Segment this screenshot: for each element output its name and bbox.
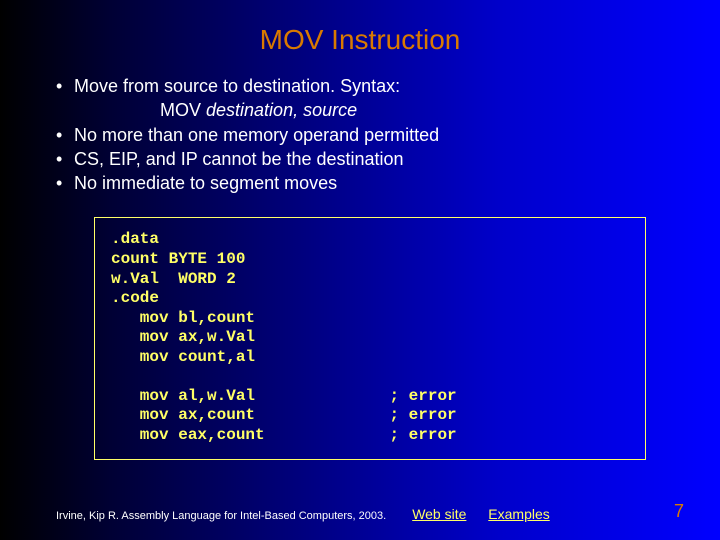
web-site-link[interactable]: Web site — [412, 506, 466, 522]
bullet-text: CS, EIP, and IP cannot be the destinatio… — [74, 149, 404, 169]
code-line: mov al,w.Val ; error — [111, 387, 457, 405]
bullet-item: Move from source to destination. Syntax: — [56, 74, 680, 98]
code-line: w.Val WORD 2 — [111, 270, 236, 288]
code-line: mov bl,count — [111, 309, 255, 327]
code-line: mov count,al — [111, 348, 255, 366]
page-number: 7 — [674, 501, 684, 522]
syntax-italic: destination, source — [206, 100, 357, 120]
code-line: mov ax,w.Val — [111, 328, 255, 346]
code-line: .data — [111, 230, 159, 248]
code-line: mov eax,count ; error — [111, 426, 457, 444]
bullet-item: CS, EIP, and IP cannot be the destinatio… — [56, 147, 680, 171]
citation-text: Irvine, Kip R. Assembly Language for Int… — [56, 510, 386, 522]
footer-links: Web site Examples — [412, 506, 568, 522]
bullet-list: No more than one memory operand permitte… — [0, 123, 720, 196]
syntax-line: MOV destination, source — [0, 98, 720, 122]
slide-title: MOV Instruction — [0, 0, 720, 74]
code-box: .data count BYTE 100 w.Val WORD 2 .code … — [94, 217, 646, 460]
code-line: .code — [111, 289, 159, 307]
bullet-item: No more than one memory operand permitte… — [56, 123, 680, 147]
syntax-prefix: MOV — [160, 100, 206, 120]
slide: MOV Instruction Move from source to dest… — [0, 0, 720, 540]
code-line: count BYTE 100 — [111, 250, 245, 268]
bullet-text: No more than one memory operand permitte… — [74, 125, 439, 145]
bullet-text: No immediate to segment moves — [74, 173, 337, 193]
bullet-list: Move from source to destination. Syntax: — [0, 74, 720, 98]
bullet-item: No immediate to segment moves — [56, 171, 680, 195]
bullet-text: Move from source to destination. Syntax: — [74, 76, 400, 96]
code-line: mov ax,count ; error — [111, 406, 457, 424]
examples-link[interactable]: Examples — [488, 506, 549, 522]
footer: Irvine, Kip R. Assembly Language for Int… — [56, 506, 680, 522]
